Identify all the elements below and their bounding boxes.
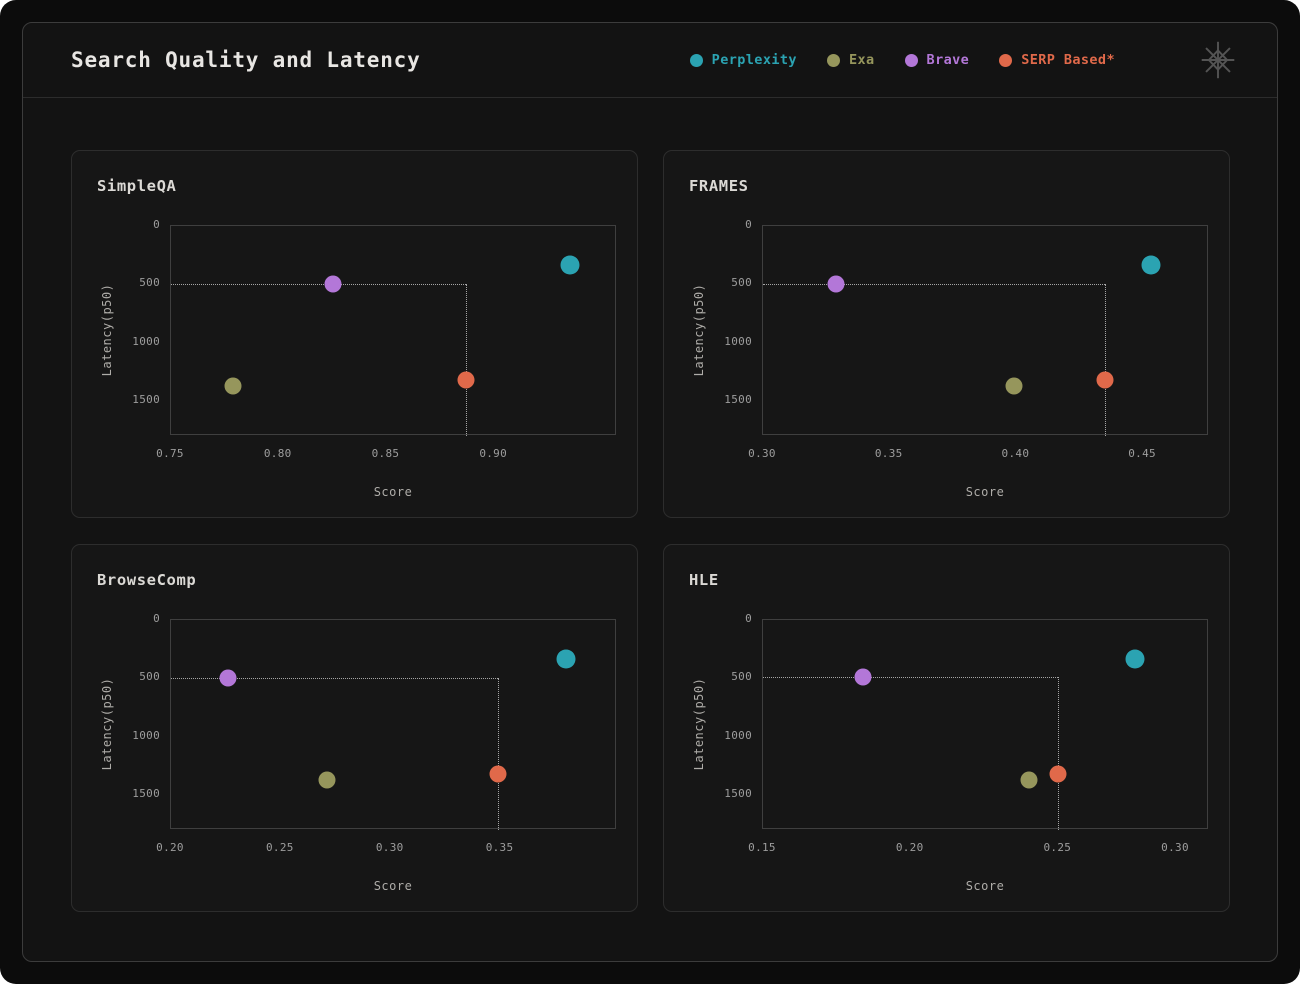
reference-line-horizontal: [763, 677, 1059, 679]
asterisk-star-logo-icon: [1201, 41, 1235, 79]
legend-label: Perplexity: [711, 52, 797, 68]
legend-dot-icon: [904, 53, 918, 67]
y-tick-label: 0: [745, 612, 752, 625]
y-tick-label: 1000: [724, 334, 752, 348]
x-tick-label: 0.25: [265, 841, 294, 854]
x-tick-label: 0.85: [371, 447, 400, 460]
x-tick-label: 0.30: [375, 841, 404, 854]
legend-dot-icon: [689, 53, 703, 67]
chart-card-frames: FRAMES Latency(p50) Score 0 500 1000 1500 0.30 0…: [663, 150, 1230, 518]
x-tick-label: 0.40: [1001, 447, 1030, 460]
charts-grid: SimpleQA Latency(p50) Score 0 500 1000 1500 0.7…: [23, 98, 1277, 963]
x-tick-label: 0.45: [1128, 447, 1156, 460]
legend-dot-icon: [999, 53, 1013, 67]
legend-item-brave[interactable]: Brave: [904, 52, 970, 68]
y-axis-label: Latency(p50): [100, 677, 114, 771]
data-point-serp-based: [489, 765, 507, 783]
y-tick-label: 0: [745, 218, 752, 231]
plot-area: [762, 225, 1208, 436]
x-axis-label: Score: [965, 879, 1005, 893]
y-axis-label: Latency(p50): [100, 283, 114, 377]
x-tick-label: 0.25: [1043, 841, 1072, 854]
reference-line-horizontal: [171, 678, 499, 680]
y-tick-label: 1500: [132, 787, 160, 800]
legend-label: Exa: [848, 52, 875, 68]
reference-line-vertical: [1105, 284, 1107, 436]
reference-line-horizontal: [171, 284, 467, 286]
y-tick-label: 500: [731, 670, 752, 684]
reference-line-vertical: [498, 678, 500, 830]
header: Search Quality and Latency Perplexity Exa…: [23, 23, 1277, 98]
data-point-exa: [318, 771, 336, 789]
y-axis-label: Latency(p50): [692, 677, 706, 771]
x-tick-label: 0.15: [748, 841, 776, 854]
y-tick-label: 500: [139, 670, 160, 684]
x-axis-label: Score: [373, 879, 413, 893]
reference-line-horizontal: [763, 284, 1106, 286]
plot-area: [170, 619, 616, 830]
reference-line-vertical: [1058, 677, 1060, 830]
data-point-perplexity: [556, 649, 576, 668]
plot-area: [762, 619, 1208, 830]
data-point-brave: [324, 275, 342, 293]
plot-area: [170, 225, 616, 436]
data-point-serp-based: [1049, 765, 1067, 783]
data-point-exa: [224, 377, 242, 395]
data-point-exa: [1020, 771, 1038, 789]
reference-line-vertical: [466, 284, 468, 436]
data-point-perplexity: [560, 255, 580, 274]
y-tick-label: 1500: [132, 393, 160, 406]
x-tick-label: 0.20: [156, 841, 184, 854]
x-tick-label: 0.35: [874, 447, 903, 460]
legend-item-serp-based[interactable]: SERP Based*: [999, 52, 1115, 68]
chart-card-simpleqa: SimpleQA Latency(p50) Score 0 500 1000 1500 0.7…: [71, 150, 638, 518]
legend-label: SERP Based*: [1021, 52, 1115, 68]
chart-title: HLE: [689, 571, 719, 589]
x-tick-label: 0.20: [895, 841, 924, 854]
legend-item-exa[interactable]: Exa: [826, 52, 875, 68]
x-tick-label: 0.80: [263, 447, 292, 460]
legend-label: Brave: [926, 52, 970, 68]
x-axis-label: Score: [373, 485, 413, 499]
y-tick-label: 1500: [724, 787, 752, 800]
chart-title: FRAMES: [689, 177, 749, 195]
y-axis-label: Latency(p50): [692, 283, 706, 377]
y-tick-label: 1500: [724, 393, 752, 406]
page-title: Search Quality and Latency: [71, 48, 421, 72]
legend-dot-icon: [826, 53, 840, 67]
data-point-serp-based: [1096, 371, 1114, 389]
chart-card-browsecomp: BrowseComp Latency(p50) Score 0 500 1000 1500 0…: [71, 544, 638, 912]
chart-card-hle: HLE Latency(p50) Score 0 500 1000 1500 0.15 0.20…: [663, 544, 1230, 912]
legend: Perplexity Exa Brave SERP Based*: [689, 52, 1115, 68]
x-tick-label: 0.75: [156, 447, 184, 460]
data-point-perplexity: [1125, 649, 1145, 668]
x-tick-label: 0.30: [1161, 841, 1189, 854]
y-tick-label: 0: [153, 612, 160, 625]
data-point-brave: [854, 668, 872, 686]
y-tick-label: 1000: [724, 728, 752, 742]
data-point-perplexity: [1141, 255, 1161, 274]
y-tick-label: 1000: [132, 334, 160, 348]
x-tick-label: 0.90: [479, 447, 508, 460]
data-point-serp-based: [457, 371, 475, 389]
y-tick-label: 500: [731, 276, 752, 290]
chart-title: BrowseComp: [97, 571, 197, 589]
x-tick-label: 0.30: [748, 447, 776, 460]
data-point-brave: [827, 275, 845, 293]
x-tick-label: 0.35: [485, 841, 514, 854]
data-point-brave: [219, 669, 237, 687]
y-tick-label: 1000: [132, 728, 160, 742]
chart-title: SimpleQA: [97, 177, 177, 195]
y-tick-label: 0: [153, 218, 160, 231]
x-axis-label: Score: [965, 485, 1005, 499]
y-tick-label: 500: [139, 276, 160, 290]
data-point-exa: [1005, 377, 1023, 395]
legend-item-perplexity[interactable]: Perplexity: [689, 52, 797, 68]
dashboard-frame: Search Quality and Latency Perplexity Exa…: [22, 22, 1278, 962]
